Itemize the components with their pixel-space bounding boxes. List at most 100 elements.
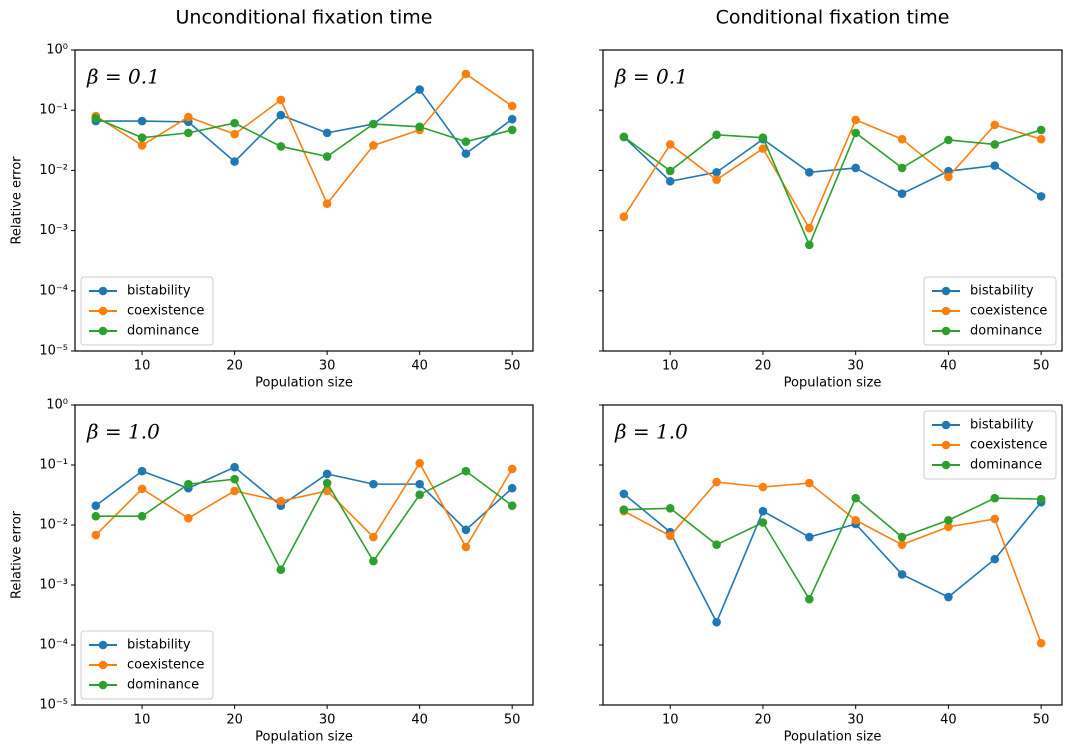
x-tick-label: 50	[1033, 359, 1050, 374]
series-point	[415, 479, 424, 489]
legend: bistability coexistence dominance	[80, 630, 214, 700]
series-point	[184, 128, 193, 138]
series-point	[1036, 192, 1046, 201]
series-point	[507, 114, 517, 124]
series-point	[415, 458, 424, 468]
series-point	[1036, 134, 1046, 144]
series-point	[712, 167, 721, 177]
subplot: 10 20 30 40 50 Conditional fixation time Popul…	[599, 7, 1063, 391]
legend-marker	[98, 326, 108, 336]
series-point	[897, 189, 907, 199]
x-tick-label: 20	[755, 359, 772, 374]
series-point	[665, 140, 675, 149]
x-tick-label: 10	[134, 359, 151, 374]
series-point	[276, 142, 286, 151]
series-point	[91, 113, 101, 123]
series-point	[805, 478, 814, 488]
series-point	[184, 479, 193, 489]
legend-label: bistability	[127, 638, 191, 653]
series-line	[623, 118, 1042, 230]
series-point	[461, 466, 471, 476]
x-tick-label: 20	[226, 359, 243, 374]
series-point	[851, 163, 860, 173]
series-line	[95, 470, 513, 572]
series-line	[95, 117, 513, 158]
series-point	[91, 530, 101, 540]
series-point	[990, 554, 1000, 564]
series-line	[623, 136, 1042, 198]
series-point	[665, 176, 675, 186]
series-point	[851, 128, 860, 138]
series-point	[619, 489, 629, 499]
series-point	[712, 175, 721, 185]
legend-label: dominance	[970, 458, 1042, 473]
y-tick-label: 10⁻⁴	[39, 638, 68, 653]
x-tick-label: 40	[411, 359, 428, 374]
legend-label: coexistence	[127, 658, 204, 673]
series-point	[507, 125, 517, 135]
series-point	[758, 506, 768, 516]
series-point	[415, 85, 424, 94]
y-tick-label: 10⁻²	[39, 518, 68, 533]
y-tick-label: 10⁻³	[39, 578, 68, 593]
legend-label: bistability	[970, 284, 1034, 299]
series-point	[990, 493, 1000, 503]
x-tick-label: 10	[662, 359, 679, 374]
series-line	[623, 496, 1042, 601]
series-point	[712, 130, 721, 140]
series-point	[805, 223, 814, 233]
series-point	[137, 133, 147, 142]
legend-label: coexistence	[970, 438, 1047, 453]
legend-label: coexistence	[127, 304, 204, 319]
series-point	[712, 477, 721, 487]
y-axis-label: Relative error	[10, 510, 25, 599]
subplot: 10 20 30 40 50 Population size β = 1.0 bistabil…	[599, 404, 1063, 745]
series-point	[805, 532, 814, 542]
series-point	[230, 157, 239, 166]
legend-marker	[98, 286, 108, 296]
series-point	[990, 161, 1000, 170]
series-point	[758, 518, 768, 527]
y-tick-label: 10⁻⁵	[39, 344, 68, 359]
series-line	[623, 493, 1042, 625]
series-point	[461, 542, 471, 552]
series-point	[369, 141, 378, 150]
plot-frame	[74, 49, 534, 352]
series-line	[95, 72, 513, 206]
subplot-title: Unconditional fixation time	[176, 7, 433, 29]
series-point	[507, 501, 517, 510]
series-point	[276, 496, 286, 506]
series-point	[461, 149, 471, 158]
series-line	[623, 129, 1042, 247]
legend: bistability coexistence dominance	[923, 410, 1057, 480]
series-point	[276, 110, 286, 120]
series-point	[322, 199, 332, 208]
series-point	[137, 511, 147, 521]
legend-box	[80, 630, 214, 700]
legend-marker	[98, 660, 108, 670]
legend-marker	[98, 306, 108, 316]
x-axis-label: Population size	[784, 376, 882, 391]
series-point	[91, 501, 101, 510]
x-tick-label: 30	[847, 359, 864, 374]
series-point	[1036, 494, 1046, 504]
legend-box	[80, 276, 214, 346]
series-point	[665, 166, 675, 176]
series-point	[990, 514, 1000, 524]
series-point	[851, 115, 860, 125]
series-point	[944, 515, 953, 525]
series-point	[944, 135, 953, 145]
x-tick-label: 30	[847, 713, 864, 728]
series-point	[1036, 125, 1046, 135]
plot-frame	[602, 49, 1063, 352]
legend-marker	[98, 680, 108, 690]
series-point	[137, 484, 147, 494]
series-point	[851, 515, 860, 525]
plot-frame	[74, 404, 534, 706]
y-tick-label: 10⁻¹	[39, 458, 68, 473]
series-point	[322, 469, 332, 479]
series-point	[369, 556, 378, 566]
series-point	[369, 479, 378, 489]
series-point	[184, 513, 193, 523]
